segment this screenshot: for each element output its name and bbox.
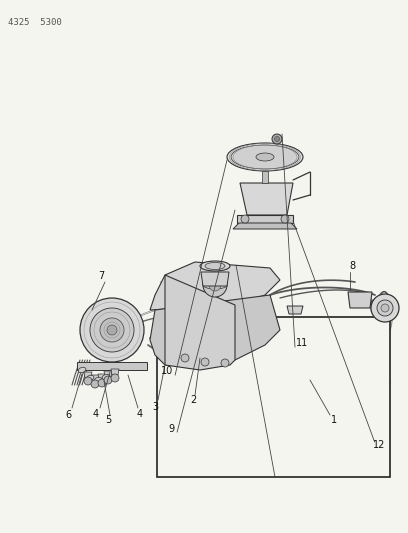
Circle shape <box>111 374 119 382</box>
Polygon shape <box>84 372 92 378</box>
Circle shape <box>98 379 106 387</box>
Polygon shape <box>77 362 147 370</box>
Polygon shape <box>287 306 303 314</box>
Circle shape <box>381 304 389 312</box>
Polygon shape <box>262 171 268 183</box>
Circle shape <box>371 294 399 322</box>
Bar <box>157 317 390 477</box>
Text: 11: 11 <box>296 338 308 348</box>
Circle shape <box>80 298 144 362</box>
Ellipse shape <box>205 262 225 270</box>
Polygon shape <box>348 292 372 308</box>
Text: 2: 2 <box>190 395 196 405</box>
Ellipse shape <box>256 153 274 161</box>
Text: 4: 4 <box>137 409 143 419</box>
Text: 1: 1 <box>331 415 337 425</box>
Circle shape <box>201 358 209 366</box>
Text: 10: 10 <box>161 366 173 376</box>
Ellipse shape <box>231 145 299 169</box>
Circle shape <box>275 136 279 141</box>
Text: 12: 12 <box>373 440 386 450</box>
Text: 4: 4 <box>93 409 99 419</box>
Polygon shape <box>201 272 229 286</box>
Polygon shape <box>240 183 293 215</box>
Polygon shape <box>104 371 112 377</box>
Circle shape <box>84 377 92 385</box>
Polygon shape <box>237 215 293 223</box>
Circle shape <box>221 359 229 367</box>
Text: 3: 3 <box>152 402 158 412</box>
Text: 8: 8 <box>349 261 355 271</box>
Text: 5: 5 <box>105 415 111 425</box>
Ellipse shape <box>86 375 94 381</box>
Polygon shape <box>111 369 119 375</box>
Ellipse shape <box>200 261 230 271</box>
Circle shape <box>377 300 393 316</box>
Polygon shape <box>165 275 235 370</box>
Circle shape <box>241 215 249 223</box>
Ellipse shape <box>94 377 102 383</box>
Circle shape <box>91 380 99 388</box>
Circle shape <box>281 215 289 223</box>
Ellipse shape <box>102 374 110 379</box>
Polygon shape <box>233 223 297 229</box>
Circle shape <box>272 134 282 144</box>
Text: 9: 9 <box>168 424 174 434</box>
Ellipse shape <box>78 367 86 373</box>
Text: 7: 7 <box>98 271 104 281</box>
Text: 4325  5300: 4325 5300 <box>8 18 62 27</box>
Ellipse shape <box>203 281 227 289</box>
Circle shape <box>209 279 221 291</box>
Polygon shape <box>150 295 280 365</box>
Circle shape <box>203 273 227 297</box>
Circle shape <box>104 376 112 384</box>
Circle shape <box>90 308 134 352</box>
Circle shape <box>107 325 117 335</box>
Polygon shape <box>98 374 106 380</box>
Circle shape <box>181 354 189 362</box>
Ellipse shape <box>227 143 303 171</box>
Polygon shape <box>91 375 99 381</box>
Polygon shape <box>150 262 280 310</box>
Text: 6: 6 <box>65 410 71 420</box>
Circle shape <box>100 318 124 342</box>
